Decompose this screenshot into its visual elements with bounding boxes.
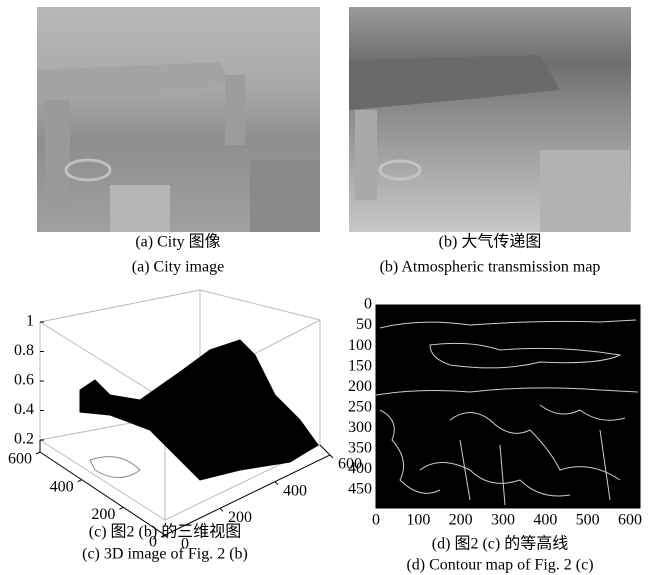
tick-label: 0.6 — [14, 372, 34, 389]
tick-label: 0 — [372, 512, 380, 529]
tick-mark — [220, 508, 223, 511]
tick-mark — [330, 455, 333, 458]
tick-label: 150 — [348, 357, 372, 374]
tick-label: 0 — [181, 536, 189, 553]
tick-label: 100 — [406, 512, 430, 529]
tick-label: 1 — [26, 313, 34, 330]
caption-en: (a) City image — [132, 259, 224, 276]
tick-label: 250 — [348, 398, 372, 415]
tick-label: 400 — [348, 460, 372, 477]
tick-label: 600 — [8, 451, 32, 468]
tick-label: 400 — [533, 512, 557, 529]
tick-label: 50 — [356, 316, 372, 333]
tick-label: 450 — [348, 481, 372, 498]
caption-en: (d) Contour map of Fig. 2 (c) — [406, 557, 593, 574]
caption-en: (b) Atmospheric transmission map — [380, 259, 601, 276]
caption-en: (c) 3D image of Fig. 2 (b) — [82, 546, 248, 563]
tick-label: 300 — [348, 419, 372, 436]
tick-label: 500 — [576, 512, 600, 529]
caption-cn: (b) 大气传递图 — [439, 233, 542, 251]
tick-label: 200 — [348, 378, 372, 395]
caption-cn: (a) City 图像 — [135, 233, 220, 251]
tick-label: 400 — [50, 478, 74, 495]
caption-cn: (d) 图2 (c) 的等高线 — [432, 535, 568, 553]
tick-label: 200 — [228, 509, 252, 526]
tick-label: 0.2 — [14, 431, 34, 448]
tick-label: 200 — [449, 512, 473, 529]
tick-mark — [119, 507, 123, 509]
caption-cn: (c) 图2 (b) 的三维视图 — [89, 523, 241, 541]
contour-map — [376, 305, 640, 508]
tick-label: 0.8 — [14, 342, 34, 359]
tick-label: 0 — [149, 534, 157, 551]
tick-label: 600 — [618, 512, 642, 529]
city-image — [37, 7, 320, 232]
tick-label: 400 — [283, 482, 307, 499]
tick-label: 100 — [348, 337, 372, 354]
tick-mark — [78, 480, 82, 482]
tick-mark — [275, 482, 278, 485]
tick-mark — [36, 452, 40, 454]
transmission-map — [349, 7, 631, 232]
tick-label: 0.4 — [14, 401, 34, 418]
figure: (a) City 图像 (a) City image (b) 大气传递图 (b)… — [0, 0, 654, 575]
tick-label: 300 — [491, 512, 515, 529]
tick-label: 350 — [348, 440, 372, 457]
tick-label: 200 — [91, 506, 115, 523]
tick-label: 0 — [364, 296, 372, 313]
